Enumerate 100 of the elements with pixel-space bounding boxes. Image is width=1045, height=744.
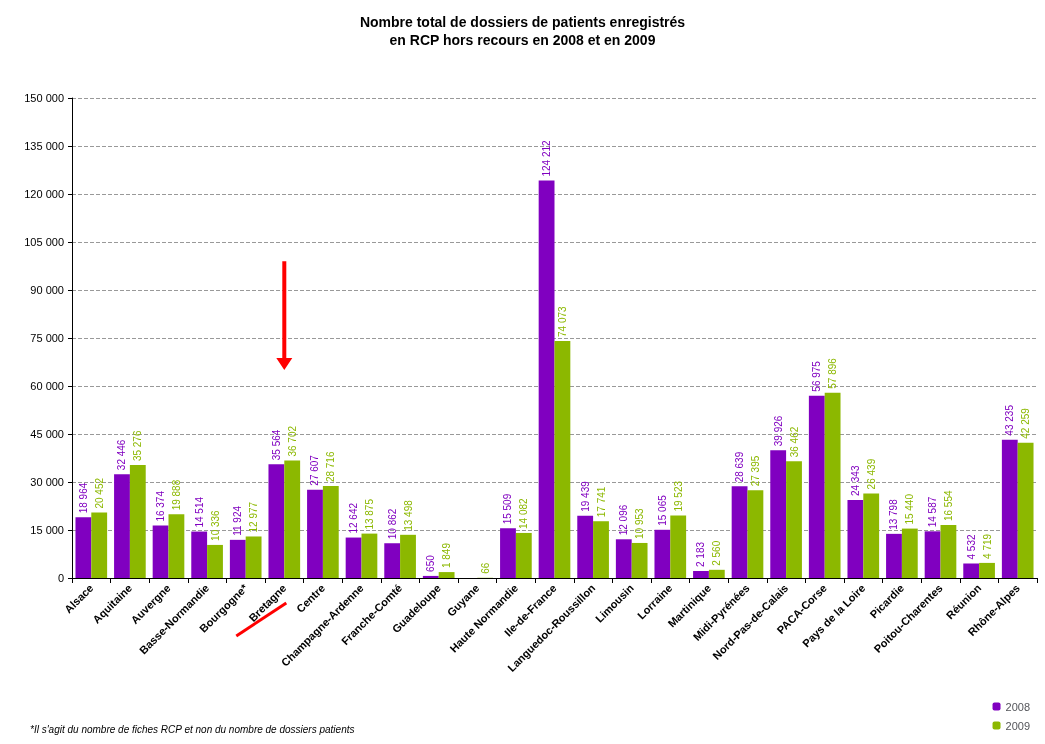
y-tick-label: 60 000 — [30, 380, 64, 392]
bar — [654, 529, 671, 578]
data-label: 16 554 — [942, 490, 954, 522]
data-label: 10 336 — [209, 509, 221, 541]
bar — [693, 571, 709, 578]
bar — [515, 532, 532, 578]
data-label: 36 462 — [788, 426, 800, 458]
data-label: 36 702 — [286, 425, 298, 457]
bar — [747, 490, 764, 578]
data-label: 13 798 — [888, 498, 900, 530]
data-label: 2 183 — [695, 541, 707, 568]
legend-label: 2008 — [1005, 700, 1031, 713]
bar — [670, 515, 687, 578]
data-label: 11 924 — [232, 505, 244, 536]
legend-label: 2009 — [1005, 719, 1031, 732]
data-label: 26 439 — [865, 458, 877, 490]
data-label: 13 875 — [363, 498, 375, 530]
bar — [268, 464, 285, 578]
bar — [1017, 442, 1034, 578]
chart-title: Nombre total de dossiers de patients enregistrés en RCP hors recours en 2008 et en 2009 — [359, 14, 686, 48]
bar — [438, 572, 455, 578]
data-label: 12 977 — [248, 501, 260, 533]
bar — [75, 517, 92, 578]
bar — [384, 543, 401, 578]
bar — [979, 562, 995, 578]
bar — [708, 569, 725, 578]
data-label: 20 452 — [93, 477, 105, 509]
y-tick-label: 105 000 — [24, 236, 64, 248]
bar — [901, 528, 918, 578]
data-label: 15 440 — [904, 493, 916, 525]
data-label: 14 514 — [193, 496, 205, 528]
bar — [615, 539, 632, 578]
data-label: 18 964 — [77, 482, 89, 514]
data-label: 16 374 — [155, 490, 167, 522]
data-label: 1 849 — [441, 542, 453, 569]
bar — [631, 542, 648, 578]
y-tick-label: 90 000 — [30, 284, 64, 296]
data-label: 15 509 — [502, 493, 514, 525]
data-label: 27 395 — [749, 455, 761, 487]
y-tick-label: 30 000 — [30, 476, 64, 488]
data-label: 14 587 — [927, 496, 939, 528]
bar — [361, 533, 378, 578]
bar — [808, 395, 825, 578]
bar — [824, 392, 841, 578]
data-label: 10 862 — [386, 508, 398, 540]
data-label: 28 639 — [734, 451, 746, 483]
bar — [554, 340, 571, 578]
y-tick-label: 0 — [57, 572, 64, 584]
y-tick-label: 120 000 — [24, 188, 64, 200]
y-tick-label: 135 000 — [24, 140, 64, 152]
data-label: 12 096 — [618, 504, 630, 536]
data-label: 19 888 — [170, 479, 182, 511]
bar — [168, 514, 185, 578]
bar — [940, 525, 957, 578]
bar — [191, 531, 208, 578]
data-label: 42 259 — [1020, 407, 1032, 439]
data-label: 17 741 — [595, 486, 607, 518]
data-label: 124 212 — [541, 139, 553, 177]
bar — [786, 461, 802, 578]
data-label: 28 716 — [325, 451, 337, 483]
bar — [229, 539, 246, 578]
y-tick-label: 15 000 — [30, 524, 64, 536]
bar — [770, 450, 787, 578]
bar — [207, 544, 223, 578]
data-label: 15 065 — [656, 494, 668, 526]
data-label: 13 498 — [402, 499, 414, 531]
y-tick-label: 150 000 — [24, 92, 64, 104]
y-tick-label: 75 000 — [30, 332, 64, 344]
bar — [924, 531, 941, 578]
data-label: 14 082 — [518, 497, 530, 529]
data-label: 10 953 — [634, 507, 646, 539]
bar — [152, 525, 169, 578]
bar — [345, 537, 362, 578]
bar — [245, 536, 262, 578]
bar — [307, 489, 323, 578]
data-label: 24 343 — [849, 465, 861, 497]
data-label: 12 642 — [348, 502, 360, 534]
bar — [322, 486, 339, 578]
bar — [847, 500, 864, 578]
data-label: 4 719 — [981, 533, 993, 559]
text: *Il s'agit du nombre de fiches RCP et non du nombre de dossiers patients — [30, 723, 355, 735]
bar — [91, 512, 108, 578]
bar — [129, 465, 146, 578]
bar — [114, 474, 130, 578]
data-label: 32 446 — [116, 439, 128, 471]
data-label: 57 896 — [827, 357, 839, 389]
data-label: 74 073 — [556, 305, 568, 337]
bar — [886, 533, 902, 578]
data-label: 35 564 — [270, 429, 282, 461]
bar — [422, 575, 439, 578]
bar — [963, 563, 980, 578]
data-label: 43 235 — [1004, 404, 1016, 436]
data-label: 19 439 — [579, 480, 591, 512]
data-label: 650 — [425, 554, 437, 572]
data-label: 4 532 — [965, 534, 977, 560]
bar — [577, 515, 594, 578]
data-label: 39 926 — [772, 415, 784, 447]
bar — [538, 180, 555, 578]
bar — [731, 486, 748, 578]
y-tick-label: 45 000 — [30, 428, 64, 440]
